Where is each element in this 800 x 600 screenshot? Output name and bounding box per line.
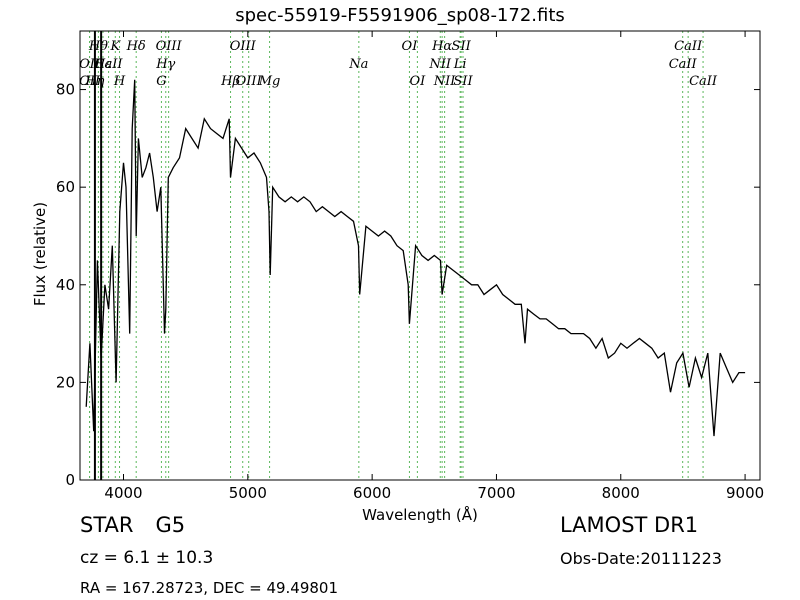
survey-name: LAMOST DR1 (560, 513, 699, 537)
reference-line-label: NII (428, 57, 452, 72)
y-tick-label: 60 (56, 178, 75, 196)
x-tick-label: 8000 (602, 484, 640, 502)
x-tick-label: 4000 (104, 484, 142, 502)
reference-line-label: Hδ (126, 39, 146, 54)
axis-ticks: 4000 5000 6000 7000 8000 9000 0 20 40 60 80 (56, 31, 764, 502)
reference-line-label: OII (79, 74, 101, 89)
vertical-markers (93, 31, 103, 480)
object-subclass: G5 (155, 513, 186, 537)
reference-line-label: OII (79, 57, 101, 72)
reference-line-label: Mg (258, 74, 281, 89)
reference-line-label: Hβ (220, 74, 240, 89)
classification: STAR G5 (80, 513, 185, 537)
redshift-cz: cz = 6.1 ± 10.3 (80, 548, 214, 568)
spectrum-line (85, 79, 746, 437)
reference-line-label: K (109, 39, 121, 54)
reference-line-label: Hη (84, 74, 104, 89)
reference-line-label: G (156, 74, 166, 89)
reference-line-label: OIII (236, 74, 263, 89)
x-tick-label: 7000 (477, 484, 515, 502)
chart-title: spec-55919-F5591906_sp08-172.fits (235, 5, 565, 26)
reference-line-label: Li (453, 57, 467, 72)
reference-line-label: CaII (689, 74, 718, 89)
y-tick-label: 40 (56, 276, 75, 294)
object-class: STAR (80, 513, 134, 537)
reference-line-label: CaII (95, 57, 124, 72)
x-tick-label: 9000 (726, 484, 764, 502)
reference-line-label: SII (452, 39, 472, 54)
x-axis-label: Wavelength (Å) (362, 506, 478, 524)
y-tick-label: 20 (56, 373, 75, 391)
obs-date: Obs-Date:20111223 (560, 549, 722, 568)
y-tick-label: 80 (56, 81, 75, 99)
reference-line-label: OI (402, 39, 419, 54)
x-tick-label: 6000 (353, 484, 391, 502)
y-axis-label: Flux (relative) (31, 201, 49, 307)
reference-line-label: OI (409, 74, 426, 89)
reference-line-label: NII (433, 74, 457, 89)
reference-line-label: Hθ (88, 39, 108, 54)
reference-line-label: SII (453, 74, 473, 89)
reference-lines (89, 31, 704, 480)
reference-line-label: H (113, 74, 126, 89)
reference-line-label: CaII (674, 39, 703, 54)
reference-line-label: Hε (93, 57, 112, 72)
y-tick-label: 0 (65, 471, 75, 489)
x-tick-label: 5000 (229, 484, 267, 502)
reference-line-label: Hγ (155, 57, 175, 72)
reference-line-label: CaII (669, 57, 698, 72)
ra-dec: RA = 167.28723, DEC = 49.49801 (80, 579, 339, 597)
reference-line-label: OIII (156, 39, 183, 54)
reference-line-label: OIII (230, 39, 257, 54)
reference-line-label: Hα (431, 39, 452, 54)
reference-line-label: Na (348, 57, 368, 72)
plot-frame (79, 30, 761, 481)
